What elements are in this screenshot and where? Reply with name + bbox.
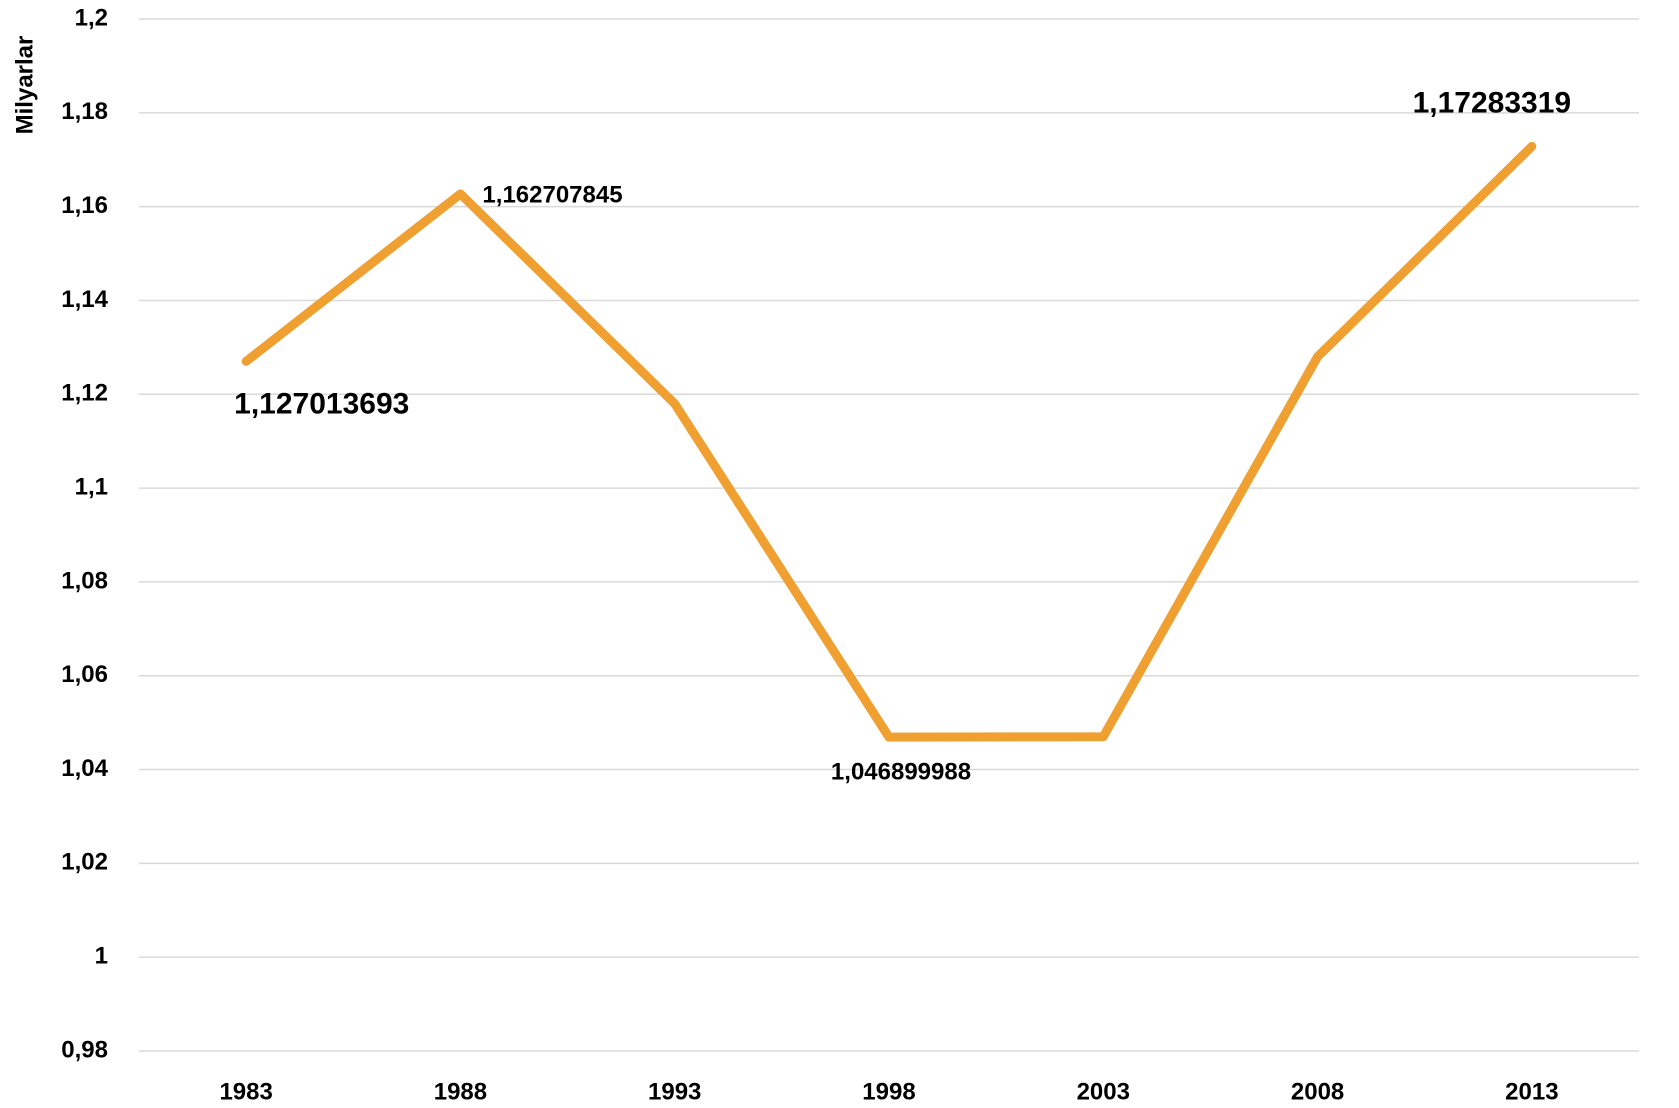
y-tick-label: 0,98 <box>61 1036 108 1063</box>
x-tick-label: 2003 <box>1077 1078 1130 1105</box>
y-tick-label: 1,16 <box>61 192 108 219</box>
x-tick-label: 1988 <box>434 1078 487 1105</box>
y-tick-label: 1,12 <box>61 380 108 407</box>
y-tick-label: 1,04 <box>61 755 108 782</box>
data-label: 1,162707845 <box>482 181 622 208</box>
y-tick-label: 1,08 <box>61 567 108 594</box>
y-tick-label: 1 <box>95 943 108 970</box>
y-tick-label: 1,06 <box>61 661 108 688</box>
y-tick-label: 1,14 <box>61 286 108 313</box>
data-label: 1,17283319 <box>1413 86 1572 119</box>
x-tick-label: 1983 <box>219 1078 272 1105</box>
x-tick-label: 1998 <box>862 1078 915 1105</box>
line <box>241 141 1537 742</box>
y-tick-label: 1,2 <box>75 4 108 31</box>
data-label: 1,046899988 <box>831 759 971 786</box>
y-tick-label: 1,1 <box>75 473 108 500</box>
y-tick-label: 1,18 <box>61 98 108 125</box>
y-tick-label: 1,02 <box>61 849 108 876</box>
data-label: 1,127013693 <box>234 387 409 420</box>
x-tick-label: 2013 <box>1505 1078 1558 1105</box>
x-tick-label: 1993 <box>648 1078 701 1105</box>
x-tick-label: 2008 <box>1291 1078 1344 1105</box>
y-axis-label: Milyarlar <box>11 36 38 135</box>
